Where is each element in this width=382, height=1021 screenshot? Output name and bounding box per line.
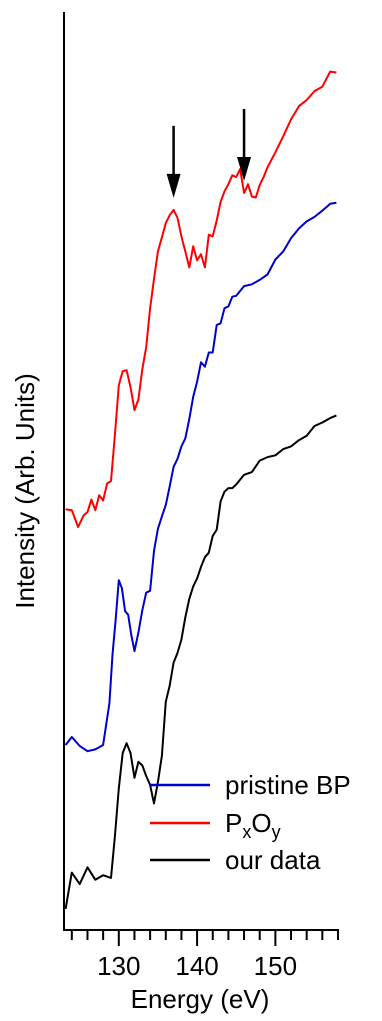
legend-item-pxoy: PxOy — [150, 808, 281, 842]
y-axis-title: Intensity (Arb. Units) — [10, 373, 40, 609]
series-line-pristine-bp — [64, 201, 337, 753]
legend: pristine BP PxOy our data — [150, 770, 351, 875]
series-layer — [64, 70, 337, 910]
legend-item-our-data: our data — [150, 845, 321, 875]
x-tick-label-150: 150 — [254, 951, 297, 981]
x-axis-ticks: 130 140 150 — [70, 930, 339, 981]
series-line-pxoy — [65, 70, 337, 528]
legend-label-pxoy-base2: O — [251, 808, 271, 838]
x-tick-label-140: 140 — [175, 951, 218, 981]
annotation-arrow-head — [237, 157, 252, 182]
legend-label-pxoy: PxOy — [225, 808, 281, 842]
legend-item-pristine-bp: pristine BP — [150, 770, 351, 800]
legend-label-pxoy-sub2: y — [272, 822, 281, 842]
legend-label-pxoy-base1: P — [225, 808, 242, 838]
x-tick-label-130: 130 — [97, 951, 140, 981]
series-line-our-data — [64, 414, 337, 910]
plot-area — [64, 70, 337, 910]
annotation-layer — [166, 109, 252, 198]
annotation-arrow-2 — [237, 109, 252, 182]
legend-label-pxoy-sub1: x — [242, 822, 251, 842]
legend-label-our-data: our data — [225, 845, 321, 875]
legend-label-pristine-bp: pristine BP — [225, 770, 351, 800]
annotation-arrow-1 — [166, 125, 181, 198]
annotation-arrow-head — [166, 173, 181, 198]
x-axis-title: Energy (eV) — [131, 984, 270, 1014]
